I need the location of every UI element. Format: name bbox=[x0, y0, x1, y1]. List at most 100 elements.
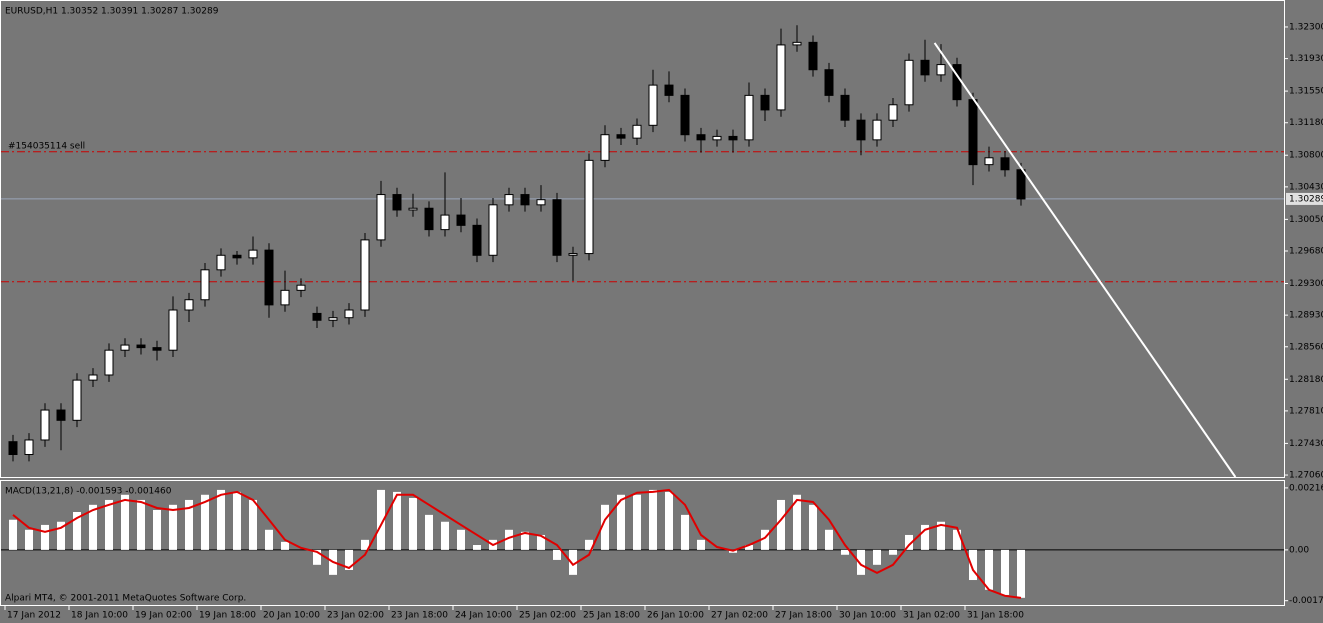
macd-bar bbox=[681, 514, 689, 550]
macd-bar bbox=[553, 549, 561, 560]
macd-bar bbox=[457, 529, 465, 550]
x-tick-label: 25 Jan 18:00 bbox=[583, 611, 640, 621]
macd-title: MACD(13,21,8) -0.001593 -0.001460 bbox=[5, 487, 172, 497]
candle-body bbox=[168, 309, 178, 351]
x-tick-label: 24 Jan 10:00 bbox=[455, 611, 512, 621]
candle-body bbox=[760, 94, 770, 111]
macd-bar bbox=[265, 529, 273, 550]
y-tick-label: 1.29300 bbox=[1289, 279, 1323, 289]
macd-bar bbox=[585, 539, 593, 550]
y-tick-label: 1.27060 bbox=[1289, 471, 1323, 481]
candle-body bbox=[328, 317, 338, 321]
macd-bar bbox=[537, 534, 545, 550]
candle-body bbox=[248, 249, 258, 259]
candle-body bbox=[232, 254, 242, 259]
macd-bar bbox=[57, 521, 65, 550]
macd-bar bbox=[601, 504, 609, 550]
y-tick-label: 1.31550 bbox=[1289, 87, 1323, 97]
macd-bar bbox=[617, 494, 625, 550]
macd-bar bbox=[185, 499, 193, 550]
x-tick-label: 31 Jan 18:00 bbox=[967, 611, 1024, 621]
y-tick-label: 1.28930 bbox=[1289, 311, 1323, 321]
candle-body bbox=[600, 134, 610, 161]
y-tick-label: 0.00 bbox=[1289, 545, 1309, 555]
macd-bar bbox=[809, 504, 817, 550]
x-tick-label: 23 Jan 02:00 bbox=[327, 611, 384, 621]
macd-bar bbox=[137, 499, 145, 550]
macd-bar bbox=[889, 549, 897, 555]
candle-body bbox=[584, 159, 594, 255]
chart-title: EURUSD,H1 1.30352 1.30391 1.30287 1.3028… bbox=[5, 7, 219, 17]
candle-body bbox=[904, 59, 914, 106]
price-box bbox=[1286, 192, 1323, 205]
macd-bar bbox=[473, 545, 481, 550]
macd-bar bbox=[825, 529, 833, 550]
main-panel-frame bbox=[0, 0, 1285, 478]
candle-body bbox=[456, 214, 466, 226]
macd-bar bbox=[201, 494, 209, 550]
macd-bar bbox=[569, 549, 577, 575]
macd-bar bbox=[1017, 549, 1025, 598]
candle-body bbox=[888, 104, 898, 121]
x-tick-label: 26 Jan 10:00 bbox=[647, 611, 704, 621]
candle-body bbox=[632, 124, 642, 139]
macd-bar bbox=[793, 494, 801, 550]
macd-bar bbox=[25, 529, 33, 550]
x-tick-label: 31 Jan 02:00 bbox=[903, 611, 960, 621]
candle-body bbox=[792, 41, 802, 46]
macd-bar bbox=[969, 549, 977, 581]
y-tick-label: 1.31180 bbox=[1289, 118, 1323, 128]
candle-body bbox=[440, 214, 450, 231]
macd-bar bbox=[281, 541, 289, 550]
candle-body bbox=[984, 157, 994, 166]
candle-body bbox=[1000, 157, 1010, 171]
candle-body bbox=[1016, 169, 1026, 200]
candle-body bbox=[296, 284, 306, 291]
candle-body bbox=[520, 194, 530, 206]
macd-bar bbox=[777, 499, 785, 550]
trend-line bbox=[933, 42, 1237, 478]
macd-bar bbox=[441, 521, 449, 550]
candle-body bbox=[712, 135, 722, 141]
macd-bar bbox=[73, 512, 81, 550]
candle-body bbox=[824, 69, 834, 96]
macd-bar bbox=[89, 504, 97, 550]
candle-body bbox=[920, 59, 930, 76]
candle-body bbox=[936, 64, 946, 76]
candle-body bbox=[344, 309, 354, 319]
y-tick-label: 1.30430 bbox=[1289, 182, 1323, 192]
macd-bar bbox=[249, 499, 257, 550]
candle-body bbox=[40, 409, 50, 441]
candle-body bbox=[120, 344, 130, 351]
y-tick-label: 0.00216 bbox=[1289, 483, 1323, 493]
candle-body bbox=[56, 409, 66, 421]
macd-bar bbox=[985, 549, 993, 590]
y-tick-label: 1.32300 bbox=[1289, 22, 1323, 32]
candle-body bbox=[968, 99, 978, 166]
candle-body bbox=[216, 254, 226, 271]
order-label: #154035114 sell bbox=[8, 141, 85, 151]
x-tick-label: 27 Jan 02:00 bbox=[711, 611, 768, 621]
macd-bar bbox=[665, 491, 673, 550]
x-tick-label: 19 Jan 02:00 bbox=[135, 611, 192, 621]
candle-body bbox=[744, 94, 754, 141]
candle-body bbox=[696, 134, 706, 141]
candle-body bbox=[360, 239, 370, 311]
candle-body bbox=[392, 194, 402, 211]
candle-body bbox=[264, 249, 274, 306]
macd-bar bbox=[9, 519, 17, 550]
y-tick-label: 1.29680 bbox=[1289, 247, 1323, 257]
candle-body bbox=[808, 41, 818, 71]
candle-body bbox=[856, 119, 866, 141]
macd-bar bbox=[409, 497, 417, 550]
macd-bar bbox=[697, 539, 705, 550]
y-tick-label: 1.30800 bbox=[1289, 151, 1323, 161]
candle-body bbox=[8, 441, 18, 456]
candle-body bbox=[840, 94, 850, 121]
macd-bar bbox=[857, 549, 865, 575]
x-tick-label: 27 Jan 18:00 bbox=[775, 611, 832, 621]
macd-bar bbox=[953, 529, 961, 550]
x-tick-label: 18 Jan 10:00 bbox=[71, 611, 128, 621]
